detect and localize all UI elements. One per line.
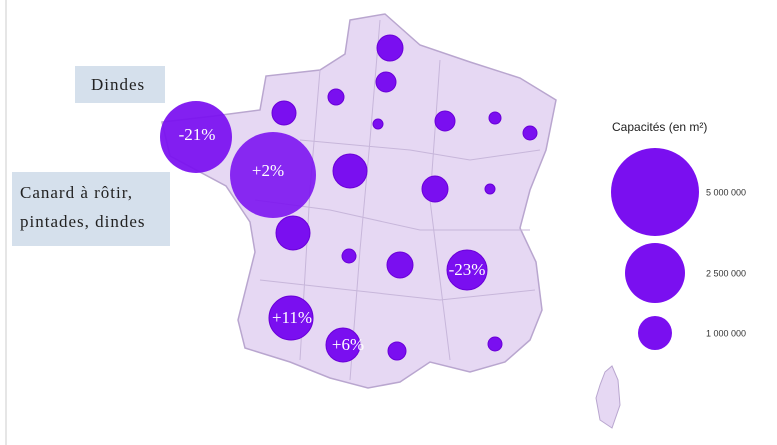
capacity-circles: [268, 34, 538, 363]
legend-circle: [611, 148, 699, 236]
change-label: -21%: [179, 125, 216, 144]
legend-title: Capacités (en m²): [612, 120, 707, 134]
change-label: +11%: [272, 308, 312, 327]
change-label: -23%: [449, 260, 486, 279]
legend-circle: [625, 243, 685, 303]
legend-label: 5 000 000: [706, 187, 746, 197]
circle-dindes: [160, 101, 232, 173]
region-borders: [254, 19, 541, 381]
label-dindes: Dindes: [75, 66, 165, 103]
change-label: +6%: [332, 335, 364, 354]
label-canard: Canard à rôtir, pintades, dindes: [12, 172, 170, 246]
corsica: [595, 365, 621, 429]
circle-canard: [230, 132, 316, 218]
legend-circle: [638, 316, 672, 350]
legend-label: 1 000 000: [706, 328, 746, 338]
legend-label: 2 500 000: [706, 268, 746, 278]
change-label: +2%: [252, 161, 284, 180]
